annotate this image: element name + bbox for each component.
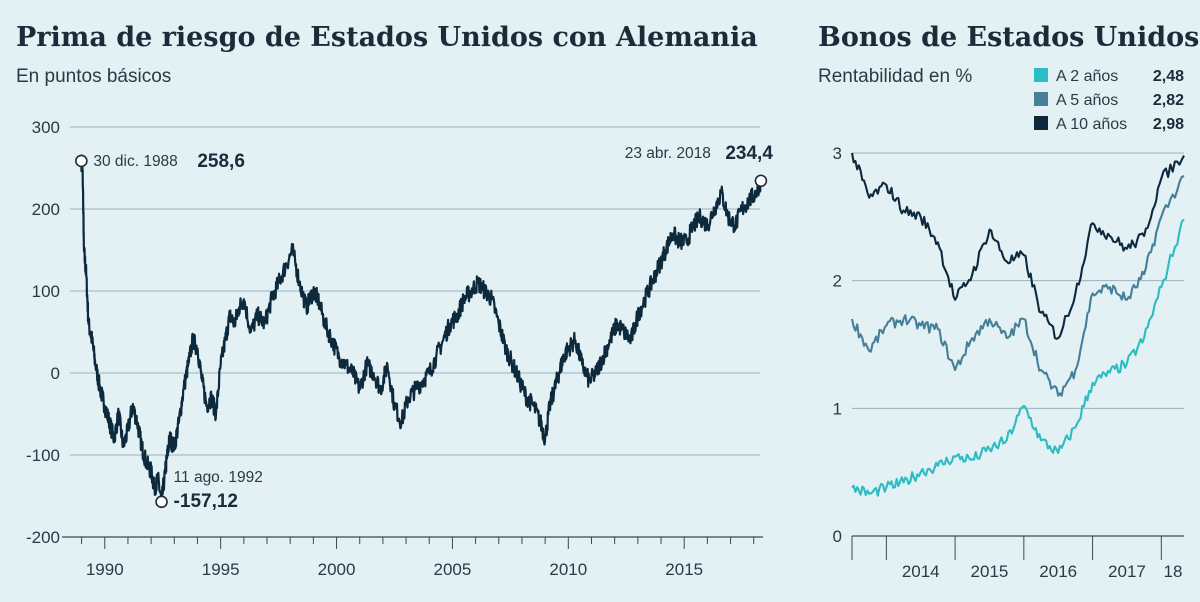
bonds-legend-name-1: A 5 años [1056, 92, 1118, 109]
spread-y-tick-label: 200 [32, 200, 60, 219]
spread-x-axis: 1990 1995 2000 2005 2010 2015 [62, 536, 763, 579]
spread-series [80, 154, 762, 503]
spread-chart-subtitle: En puntos básicos [16, 66, 171, 87]
bonds-legend-swatch-0 [1034, 68, 1048, 82]
bonds-line-0 [851, 218, 1185, 497]
bonds-x-tick-label: 2017 [1108, 562, 1146, 581]
spread-chart: Prima de riesgo de Estados Unidos con Al… [16, 22, 773, 579]
bonds-x-tick-label: 2016 [1039, 562, 1077, 581]
bonds-line-1 [850, 175, 1185, 397]
bonds-x-tick-label: 2015 [971, 562, 1009, 581]
bonds-legend-swatch-2 [1034, 116, 1048, 130]
spread-annotation-min-date: 11 ago. 1992 [174, 469, 263, 486]
spread-chart-title: Prima de riesgo de Estados Unidos con Al… [16, 22, 758, 53]
bonds-y-tick-label: 3 [833, 144, 842, 163]
bonds-legend-name-2: A 10 años [1056, 116, 1127, 133]
spread-y-ticks: 300 200 100 0 -100 -200 [26, 118, 60, 547]
bonds-legend: A 2 años 2,48 A 5 años 2,82 A 10 años 2,98 [1034, 68, 1184, 133]
spread-annotation-min-value: -157,12 [174, 491, 238, 512]
spread-line [80, 154, 762, 503]
spread-y-tick-label: 300 [32, 118, 60, 137]
spread-x-tick-label: 2010 [549, 560, 587, 579]
spread-annotation-start-date: 30 dic. 1988 [93, 153, 177, 170]
spread-marker-min [155, 495, 168, 509]
spread-x-tick-label: 2005 [434, 560, 472, 579]
spread-marker-start [75, 154, 88, 168]
bonds-legend-value-0: 2,48 [1153, 68, 1184, 85]
spread-x-tick-label: 1995 [202, 560, 240, 579]
bonds-legend-value-1: 2,82 [1153, 92, 1184, 109]
bonds-chart-subtitle: Rentabilidad en % [818, 66, 972, 87]
bonds-series [850, 152, 1185, 497]
spread-marker-end [754, 174, 768, 188]
spread-y-tick-label: -200 [26, 528, 60, 547]
bonds-y-tick-label: 1 [833, 399, 842, 418]
bonds-legend-name-0: A 2 años [1056, 68, 1118, 85]
bonds-line-2 [850, 152, 1185, 340]
spread-annotation-end-value: 234,4 [725, 143, 773, 164]
spread-y-tick-label: -100 [26, 446, 60, 465]
bonds-chart: Bonos de Estados Unidos Rentabilidad en … [818, 22, 1199, 581]
bonds-x-tick-label: 2014 [902, 562, 940, 581]
bonds-y-tick-label: 2 [833, 272, 842, 291]
bonds-y-ticks: 3 2 1 0 [833, 144, 842, 546]
spread-x-tick-label: 1990 [86, 560, 124, 579]
spread-annotation-end-date: 23 abr. 2018 [625, 145, 711, 162]
spread-x-tick-label: 2000 [318, 560, 356, 579]
spread-annotation-start-value: 258,6 [197, 151, 245, 172]
bonds-chart-title: Bonos de Estados Unidos [818, 22, 1199, 53]
bonds-y-tick-label: 0 [833, 527, 842, 546]
spread-y-tick-label: 0 [51, 364, 60, 383]
spread-y-tick-label: 100 [32, 282, 60, 301]
bonds-legend-value-2: 2,98 [1153, 116, 1184, 133]
bonds-x-tick-label: 18 [1164, 562, 1183, 581]
bonds-x-axis: 2014 2015 2016 2017 18 [851, 535, 1184, 581]
spread-x-tick-label: 2015 [665, 560, 703, 579]
spread-annotations: 30 dic. 1988 258,6 11 ago. 1992 -157,12 23 a… [75, 143, 773, 512]
bonds-gridlines [852, 152, 1184, 409]
bonds-legend-swatch-1 [1034, 92, 1048, 106]
